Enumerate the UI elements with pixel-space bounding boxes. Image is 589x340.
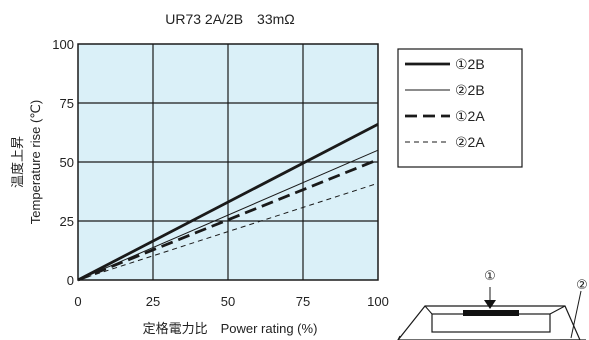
resistor-cross-section-diagram: ① ②	[397, 269, 588, 340]
legend-label: ①2B	[455, 56, 485, 72]
legend-label: ②2A	[455, 134, 485, 150]
x-tick-label: 75	[296, 294, 310, 309]
tick-labels: 0 25 50 75 100 0 25 50 75 100	[52, 37, 389, 309]
legend: ①2B ②2B ①2A ②2A	[397, 48, 523, 168]
resistor-body	[431, 313, 551, 333]
y-tick-label: 25	[60, 214, 74, 229]
x-axis-label: 定格電力比 Power rating (%)	[143, 321, 318, 336]
series-line-1	[77, 149, 379, 281]
resistive-element	[463, 310, 519, 316]
terminal-left	[424, 305, 433, 315]
terminal-right	[549, 305, 566, 315]
y-tick-label: 75	[60, 96, 74, 111]
callout-2-label: ②	[576, 278, 588, 293]
callout-1-arrowhead	[484, 300, 496, 309]
legend-label: ①2A	[455, 108, 485, 124]
callout-1-label: ①	[484, 269, 496, 284]
series-line-3	[77, 182, 379, 281]
y-tick-label: 100	[52, 37, 74, 52]
callout-2-leader	[570, 290, 582, 339]
pcb-line-left	[397, 335, 401, 340]
y-tick-label: 50	[60, 155, 74, 170]
series-line-0	[77, 122, 379, 282]
series-lines	[77, 122, 379, 282]
legend-label: ②2B	[455, 82, 485, 98]
x-tick-label: 0	[74, 294, 81, 309]
chart-title: UR73 2A/2B 33mΩ	[165, 11, 295, 27]
plot-frame	[77, 43, 379, 281]
legend-box	[397, 48, 523, 168]
y-axis-label-jp: 温度上昇	[10, 136, 25, 188]
x-tick-label: 100	[367, 294, 389, 309]
y-axis-label-en: Temperature rise (℃)	[28, 100, 43, 224]
x-tick-label: 50	[221, 294, 235, 309]
x-tick-label: 25	[146, 294, 160, 309]
y-tick-label: 0	[67, 273, 74, 288]
